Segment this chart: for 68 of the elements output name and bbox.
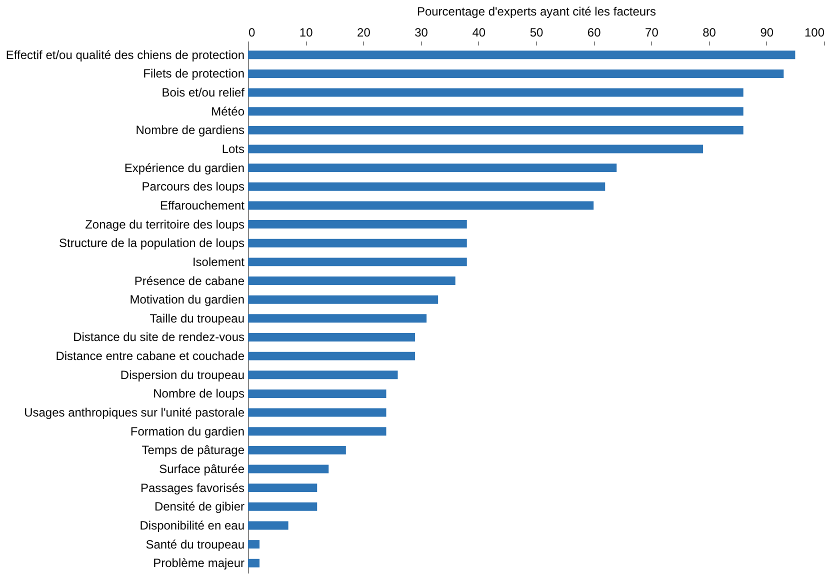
y-tick-label: Usages anthropiques sur l'unité pastorale xyxy=(24,406,245,420)
y-tick-label: Lots xyxy=(222,142,244,156)
bar xyxy=(248,427,386,436)
y-tick-label: Filets de protection xyxy=(143,66,244,81)
bar xyxy=(248,389,386,398)
bar xyxy=(248,446,346,454)
y-tick-label: Expérience du gardien xyxy=(124,160,244,175)
x-tick-label: 50 xyxy=(530,26,544,40)
bar xyxy=(248,220,467,229)
y-tick-label: Parcours des loups xyxy=(142,180,244,194)
bar xyxy=(248,333,416,342)
y-tick-label: Nombre de loups xyxy=(153,386,244,401)
bar xyxy=(248,50,796,60)
bar xyxy=(248,144,704,154)
y-tick-label: Temps de pâturage xyxy=(142,443,245,458)
bar xyxy=(248,276,456,285)
x-tick-label: 100 xyxy=(804,26,825,40)
bar xyxy=(248,540,260,549)
y-tick-label: Surface pâturée xyxy=(159,462,245,476)
bar xyxy=(248,314,427,323)
bar xyxy=(248,558,260,568)
bar xyxy=(248,295,438,304)
y-tick-label: Météo xyxy=(211,104,245,118)
bar xyxy=(248,408,386,417)
y-tick-label: Distance entre cabane et couchade xyxy=(56,349,245,364)
x-tick-label: 70 xyxy=(645,26,659,40)
y-tick-label: Bois et/ou relief xyxy=(162,86,246,100)
y-tick-label: Problème majeur xyxy=(153,556,244,570)
y-tick-label: Taille du troupeau xyxy=(150,311,244,326)
y-tick-label: Zonage du territoire des loups xyxy=(85,217,244,232)
x-tick-label: 90 xyxy=(760,26,774,40)
x-tick-label: 30 xyxy=(414,26,428,40)
y-tick-label: Effectif et/ou qualité des chiens de protection xyxy=(6,48,244,62)
x-tick-label: 0 xyxy=(248,26,256,40)
bar xyxy=(248,126,744,134)
x-tick-label: 20 xyxy=(357,26,371,40)
y-tick-label: Motivation du gardien xyxy=(130,292,244,307)
y-tick-label: Disponibilité en eau xyxy=(140,518,244,532)
bar xyxy=(248,464,329,474)
y-tick-label: Structure de la population de loups xyxy=(59,236,244,250)
y-tick-label: Distance du site de rendez-vous xyxy=(73,330,244,344)
y-tick-label: Passages favorisés xyxy=(140,480,244,495)
bar xyxy=(248,88,744,97)
y-tick-label: Nombre de gardiens xyxy=(136,123,244,138)
bar xyxy=(248,502,318,511)
y-tick-label: Formation du gardien xyxy=(130,424,244,438)
x-tick-label: 40 xyxy=(472,26,486,40)
bar xyxy=(248,484,318,492)
bar xyxy=(248,69,784,78)
y-tick-label: Présence de cabane xyxy=(134,274,245,288)
bar xyxy=(248,521,288,530)
bar xyxy=(248,352,416,360)
bar xyxy=(248,182,606,191)
y-tick-label: Santé du troupeau xyxy=(146,537,244,552)
x-tick-label: 10 xyxy=(299,26,314,40)
y-tick-label: Dispersion du troupeau xyxy=(120,368,244,382)
x-tick-label: 80 xyxy=(702,26,716,40)
y-tick-label: Densité de gibier xyxy=(154,500,244,514)
bar xyxy=(248,164,617,172)
x-tick-label: 60 xyxy=(587,26,602,40)
bar xyxy=(248,258,467,266)
x-axis-title: Pourcentage d'experts ayant cité les facteurs xyxy=(416,4,656,18)
bar xyxy=(248,238,467,248)
bar xyxy=(248,107,744,116)
y-tick-label: Isolement xyxy=(192,254,246,269)
bar xyxy=(248,201,594,210)
bar xyxy=(248,370,398,380)
y-tick-label: Effarouchement xyxy=(160,198,246,212)
